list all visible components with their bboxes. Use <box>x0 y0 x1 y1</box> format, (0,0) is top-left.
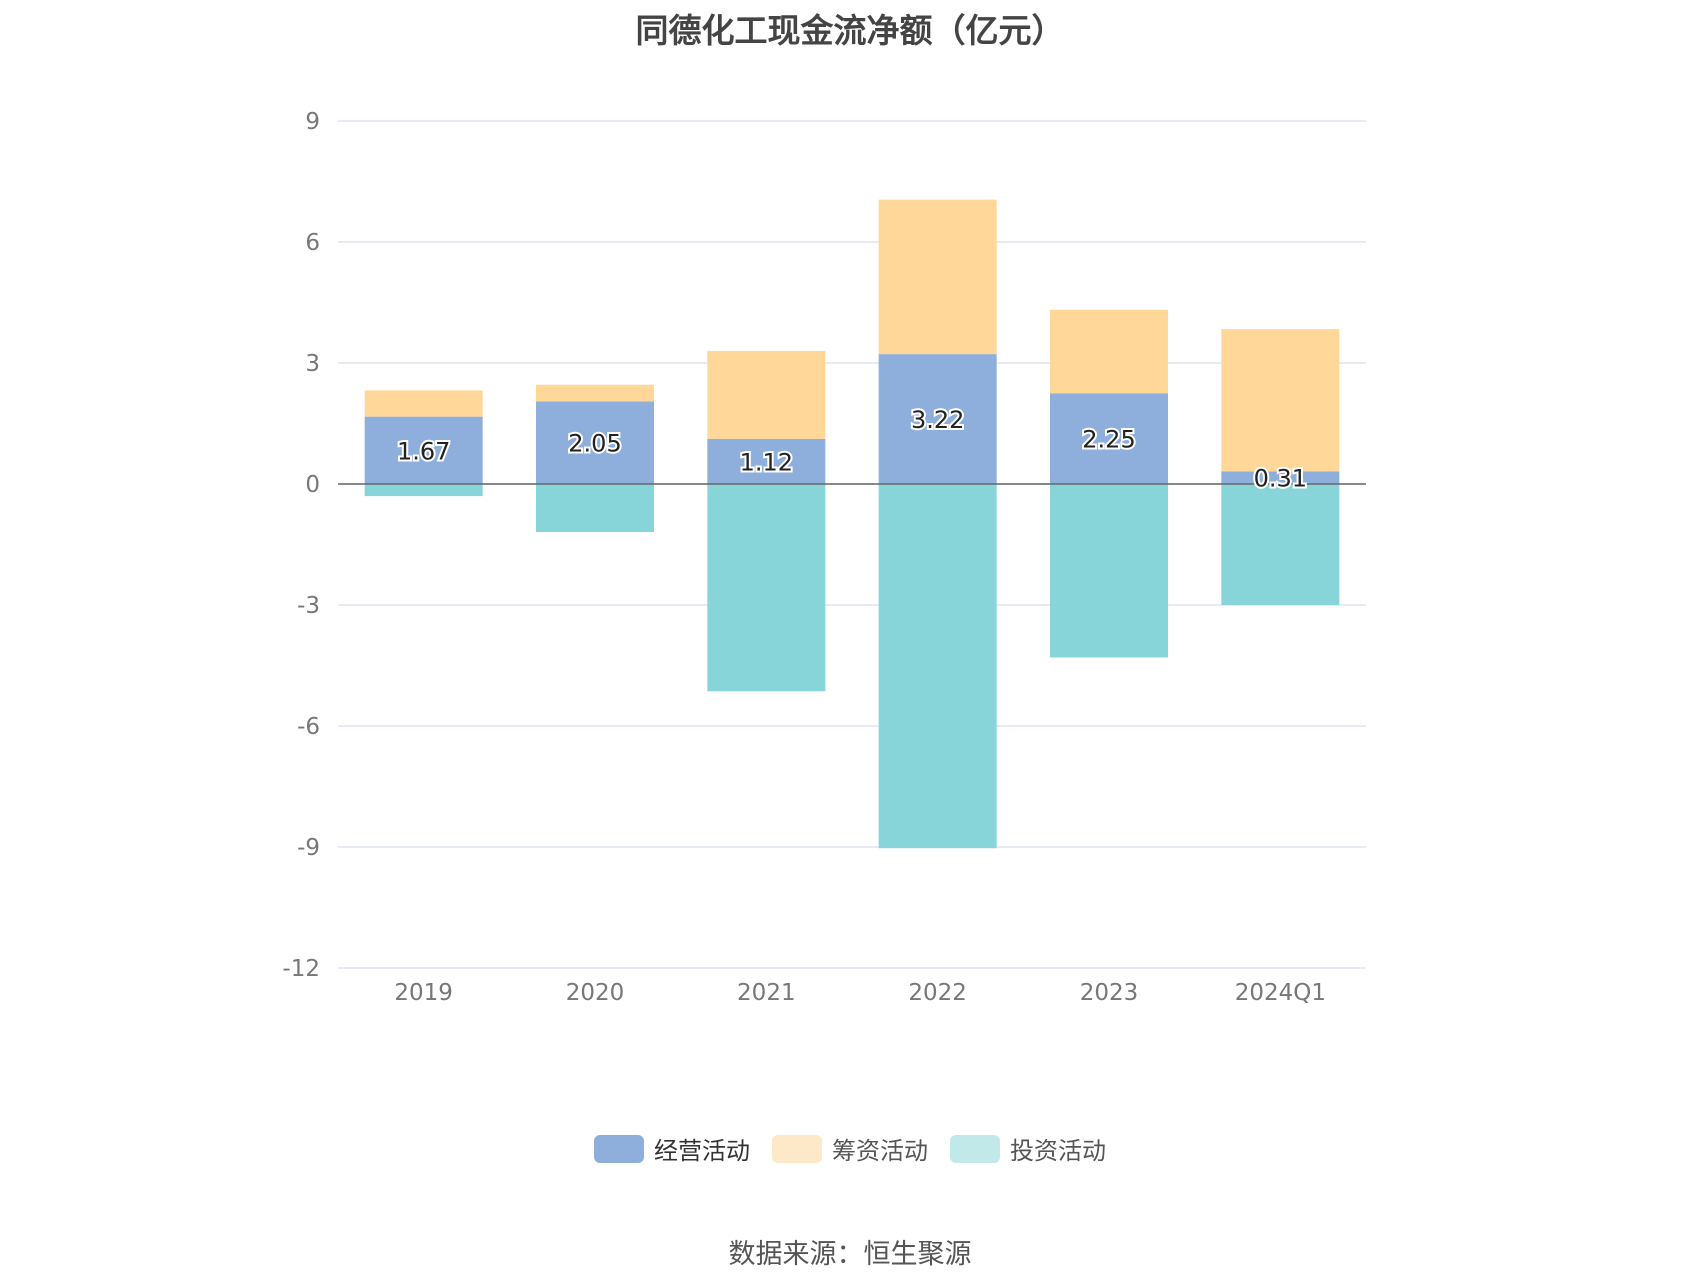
x-tick-label: 2019 <box>394 980 453 1006</box>
y-tick-label: 9 <box>305 109 320 135</box>
bar-segment <box>1221 484 1340 605</box>
bar-segment <box>536 384 654 402</box>
x-tick-label: 2021 <box>737 980 796 1006</box>
legend-swatch <box>594 1134 644 1163</box>
chart-title: 同德化工现金流净额（亿元） <box>635 11 1065 50</box>
data-label: 1.67 <box>397 437 450 465</box>
bar-segment <box>1050 393 1168 484</box>
bar-segment <box>536 401 654 484</box>
data-label: 2.25 <box>1082 426 1135 454</box>
bar-segment <box>536 484 654 532</box>
bar-segment <box>1221 471 1340 484</box>
y-tick-label: 3 <box>305 351 320 377</box>
legend-label: 筹资活动 <box>832 1137 928 1165</box>
legend-item[interactable]: 投资活动 <box>950 1131 1106 1166</box>
legend: 经营活动 筹资活动 投资活动 <box>0 1131 1700 1166</box>
legend-swatch <box>950 1134 1000 1163</box>
x-tick-label: 2024Q1 <box>1235 980 1326 1006</box>
legend-label: 投资活动 <box>1010 1137 1106 1165</box>
y-tick-label: 6 <box>305 230 320 256</box>
data-label: 1.12 <box>740 448 793 476</box>
y-tick-label: -9 <box>297 835 320 861</box>
bar-chart: 9 6 3 0 -3 -6 -9 -12 2019 2020 2021 2022 2023 2024Q1 1… <box>282 109 1366 1006</box>
bar-segment <box>364 390 483 417</box>
y-tick-label: -6 <box>297 714 320 740</box>
bar-segment <box>1050 484 1168 658</box>
legend-swatch <box>772 1134 822 1163</box>
data-source: 数据来源：恒生聚源 <box>728 1239 972 1270</box>
bar-segment <box>1221 329 1340 472</box>
x-tick-label: 2020 <box>566 980 625 1006</box>
bar-segment <box>1050 309 1168 394</box>
x-tick-label: 2022 <box>908 980 967 1006</box>
bar-segment <box>364 416 483 484</box>
legend-item[interactable]: 经营活动 <box>594 1131 750 1166</box>
bar-segment <box>878 199 997 355</box>
bar-segment <box>364 484 483 497</box>
y-tick-label: -3 <box>297 593 320 619</box>
bar-segment <box>878 484 997 849</box>
data-label: 2.05 <box>568 430 621 458</box>
y-tick-label: 0 <box>305 472 320 498</box>
bar-segment <box>707 350 826 439</box>
x-tick-label: 2023 <box>1080 980 1139 1006</box>
bar-segment <box>707 438 826 484</box>
data-label: 0.31 <box>1254 465 1307 493</box>
bar-segment <box>707 484 826 692</box>
legend-item[interactable]: 筹资活动 <box>772 1131 928 1166</box>
legend-label: 经营活动 <box>654 1137 750 1165</box>
y-tick-label: -12 <box>282 956 320 982</box>
data-label: 3.22 <box>911 406 964 434</box>
bar-segment <box>878 354 997 484</box>
